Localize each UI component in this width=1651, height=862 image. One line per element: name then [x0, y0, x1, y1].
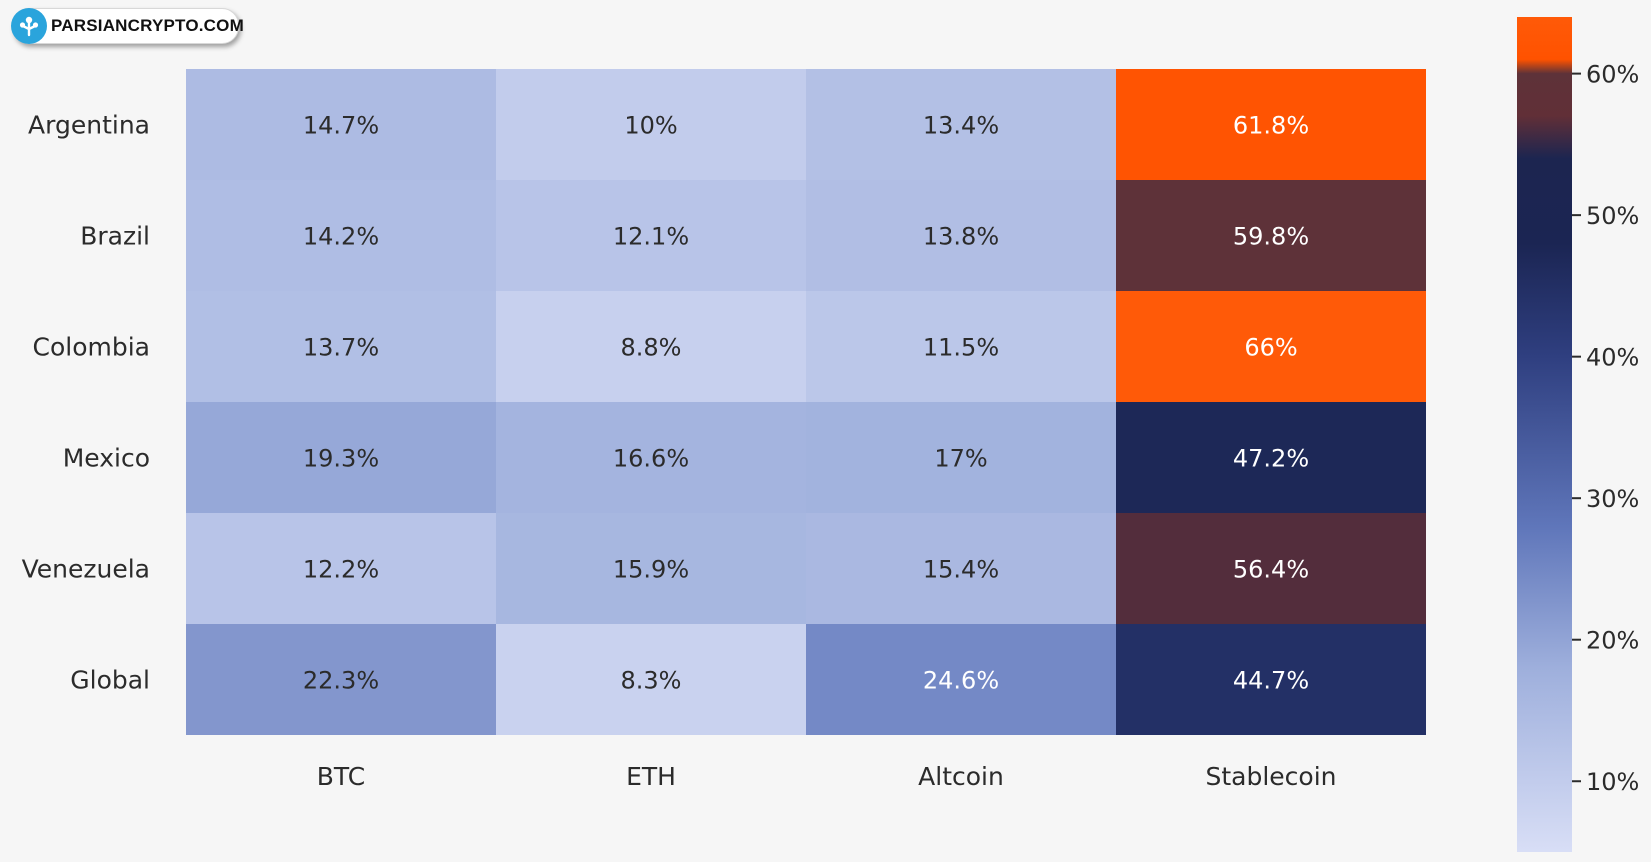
- cell-value-label: 8.8%: [621, 334, 682, 362]
- heatmap-cell: [1116, 291, 1426, 402]
- cell-value-label: 66%: [1244, 334, 1297, 362]
- heatmap-cell: [186, 180, 496, 291]
- colorbar-ticks: 10% 20% 30% 40% 50% 60%: [1572, 61, 1639, 796]
- row-label: Argentina: [28, 111, 150, 140]
- column-label: ETH: [626, 762, 676, 791]
- cell-value-label: 22.3%: [303, 667, 379, 695]
- cell-value-label: 56.4%: [1233, 556, 1309, 584]
- heatmap-cell: [186, 291, 496, 402]
- cell-value-label: 24.6%: [923, 667, 999, 695]
- colorbar-tick-label: 10%: [1586, 768, 1639, 796]
- heatmap-cell: [1116, 624, 1426, 735]
- colorbar-scale: [1517, 17, 1572, 852]
- heatmap-cell: [806, 402, 1116, 513]
- heatmap-cell: [186, 402, 496, 513]
- row-label: Mexico: [63, 444, 150, 473]
- heatmap-cell: [496, 291, 806, 402]
- heatmap-cell: [806, 513, 1116, 624]
- cell-value-label: 12.1%: [613, 223, 689, 251]
- column-label: Altcoin: [918, 762, 1004, 791]
- colorbar-tick-label: 20%: [1586, 627, 1639, 655]
- cell-value-label: 61.8%: [1233, 112, 1309, 140]
- heatmap-cell: [186, 624, 496, 735]
- heatmap-cell: [1116, 180, 1426, 291]
- logo-badge: PARSIANCRYPTO.COM: [11, 8, 244, 44]
- heatmap-cell: [1116, 402, 1426, 513]
- cell-value-label: 14.7%: [303, 112, 379, 140]
- cell-value-label: 12.2%: [303, 556, 379, 584]
- colorbar-tick-label: 60%: [1586, 61, 1639, 89]
- heatmap-cell: [496, 69, 806, 180]
- heatmap-cell: [806, 624, 1116, 735]
- cell-value-label: 15.9%: [613, 556, 689, 584]
- cell-value-label: 16.6%: [613, 445, 689, 473]
- row-label: Global: [70, 666, 150, 695]
- heatmap-cell: [806, 291, 1116, 402]
- cell-value-label: 47.2%: [1233, 445, 1309, 473]
- row-label: Colombia: [33, 333, 150, 362]
- heatmap-cell: [186, 513, 496, 624]
- heatmap-cells: 14.7% 10% 13.4% 61.8% 14.2% 12.1% 13.8% 59.8% 13…: [186, 69, 1426, 735]
- cell-value-label: 59.8%: [1233, 223, 1309, 251]
- row-label: Brazil: [80, 222, 150, 251]
- cell-value-label: 14.2%: [303, 223, 379, 251]
- column-labels: BTC ETH Altcoin Stablecoin: [317, 762, 1337, 791]
- heatmap-cell: [496, 624, 806, 735]
- colorbar-tick-label: 40%: [1586, 344, 1639, 372]
- cell-value-label: 13.4%: [923, 112, 999, 140]
- cell-value-label: 10%: [624, 112, 677, 140]
- colorbar: [1517, 17, 1572, 852]
- column-label: Stablecoin: [1205, 762, 1336, 791]
- logo-icon: [11, 8, 47, 44]
- column-label: BTC: [317, 762, 365, 791]
- cell-value-label: 17%: [934, 445, 987, 473]
- heatmap-cell: [1116, 513, 1426, 624]
- cell-value-label: 8.3%: [621, 667, 682, 695]
- colorbar-tick-label: 50%: [1586, 202, 1639, 230]
- colorbar-tick-label: 30%: [1586, 485, 1639, 513]
- cell-value-label: 13.7%: [303, 334, 379, 362]
- heatmap-cell: [806, 69, 1116, 180]
- heatmap-cell: [1116, 69, 1426, 180]
- heatmap-cell: [496, 513, 806, 624]
- heatmap-cell: [496, 402, 806, 513]
- cell-value-label: 13.8%: [923, 223, 999, 251]
- heatmap-cell: [186, 69, 496, 180]
- cell-value-label: 44.7%: [1233, 667, 1309, 695]
- cell-value-label: 11.5%: [923, 334, 999, 362]
- cell-value-label: 15.4%: [923, 556, 999, 584]
- row-labels: Argentina Brazil Colombia Mexico Venezuela Gl…: [22, 111, 150, 695]
- row-label: Venezuela: [22, 555, 150, 584]
- logo-text: PARSIANCRYPTO.COM: [51, 16, 244, 35]
- cell-value-label: 19.3%: [303, 445, 379, 473]
- heatmap-cell: [496, 180, 806, 291]
- heatmap-cell: [806, 180, 1116, 291]
